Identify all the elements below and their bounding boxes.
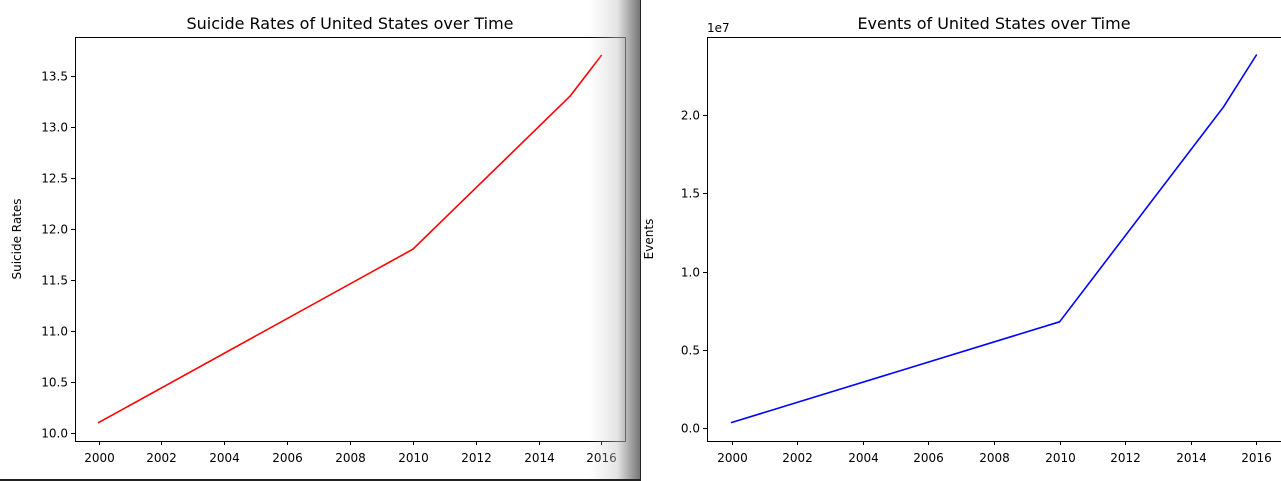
x-tick-label: 2002 [146,451,177,465]
data-point [1222,106,1225,108]
x-tick-label: 2004 [848,451,879,465]
data-point [1255,54,1258,56]
y-axis-offset-label: 1e7 [707,21,730,35]
data-point [412,248,414,250]
x-tick-label: 2010 [398,451,429,465]
x-tick-label: 2008 [335,451,366,465]
data-point [600,54,603,57]
series-line-0 [731,54,1258,424]
panel-bottom-rule [0,479,640,481]
y-tick-label: 1.5 [681,187,700,201]
y-tick-label: 11.0 [41,325,68,339]
plot-area-frame [707,37,1281,442]
x-tick-label: 2004 [209,451,240,465]
x-tick-label: 2012 [461,451,492,465]
x-tick-label: 2006 [272,451,303,465]
data-point [730,421,733,424]
x-tick-label: 2002 [782,451,813,465]
y-tick-label: 0.0 [681,422,700,436]
x-tick-label: 2014 [1176,451,1207,465]
x-tick-label: 2008 [979,451,1010,465]
y-tick-label: 0.5 [681,344,700,358]
x-tick-label: 2006 [913,451,944,465]
right-chart-panel: Events of United States over Time Events 1… [641,0,1281,481]
y-tick-label: 2.0 [681,109,700,123]
x-tick-label: 2010 [1045,451,1076,465]
y-tick-label: 11.5 [41,274,68,288]
y-tick-label: 12.5 [41,172,68,186]
data-point [1058,321,1061,323]
chart-title: Events of United States over Time [857,14,1130,33]
y-tick-label: 10.5 [41,376,68,390]
y-tick-label: 10.0 [41,427,68,441]
y-axis-label: Suicide Rates [10,198,24,279]
events-chart: Events of United States over Time Events 1… [642,14,1281,465]
y-axis-label: Events [642,219,656,260]
series-line-0 [98,54,603,424]
y-tick-label: 13.0 [41,121,68,135]
x-tick-label: 2000 [717,451,748,465]
suicide-rates-chart: Suicide Rates of United States over Time… [10,14,626,465]
x-tick-label: 2016 [1241,451,1272,465]
x-tick-label: 2014 [524,451,555,465]
chart-title: Suicide Rates of United States over Time [186,14,513,33]
y-tick-label: 12.0 [41,223,68,237]
left-chart-panel: Suicide Rates of United States over Time… [0,0,640,481]
x-tick-label: 2016 [586,451,617,465]
data-point [97,421,100,424]
y-tick-label: 13.5 [41,70,68,84]
x-tick-label: 2000 [84,451,115,465]
panel-divider [640,0,641,481]
data-point [569,95,571,97]
plot-area-frame [75,37,626,442]
x-tick-label: 2012 [1110,451,1141,465]
y-tick-label: 1.0 [681,266,700,280]
